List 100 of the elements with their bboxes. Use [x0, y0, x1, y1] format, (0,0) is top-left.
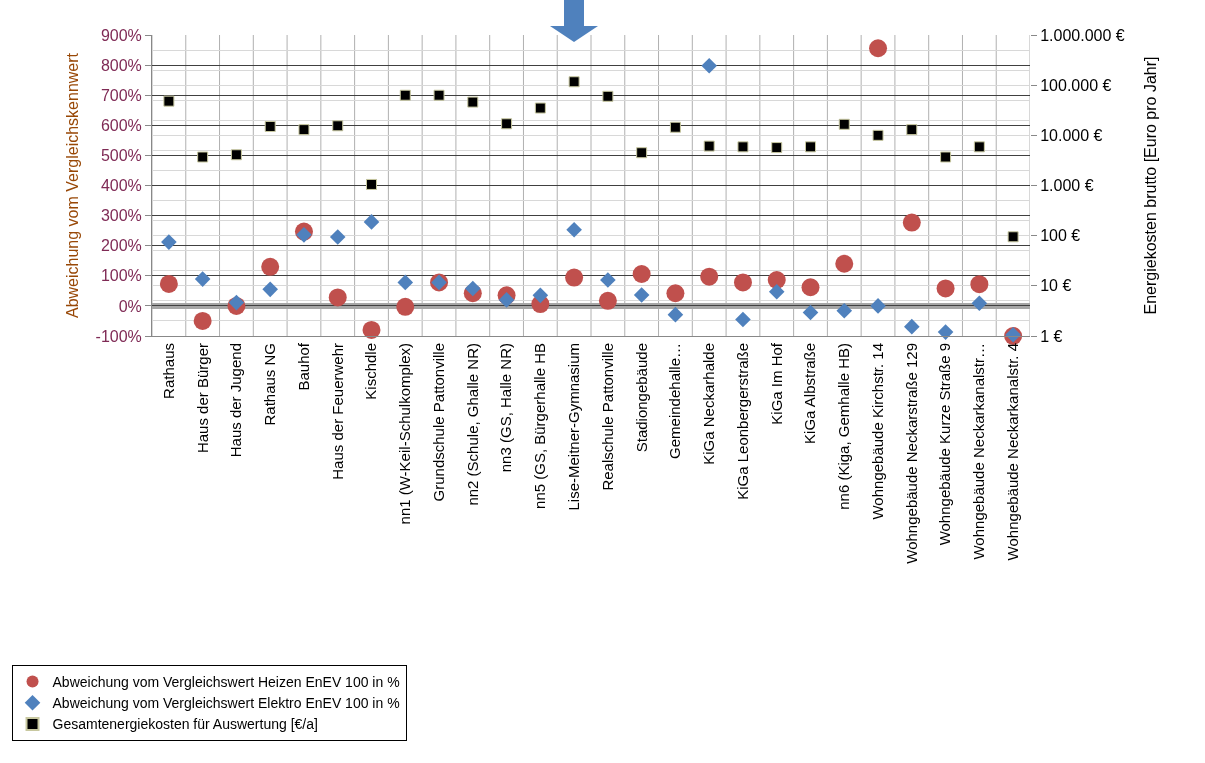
y2-tick-label: 1.000.000 €	[1040, 26, 1125, 44]
x-tick-label: Lise-Meitner-Gymnasium	[564, 343, 582, 511]
point	[902, 213, 921, 232]
point	[194, 271, 211, 287]
point	[801, 278, 820, 297]
point	[602, 90, 614, 102]
point	[465, 280, 481, 297]
x-tick-label: nn5 (GS, Bürgerhalle HB	[531, 343, 549, 509]
point	[703, 140, 715, 152]
legend-label: Abweichung vom Vergleichswert Elektro EnEV 100 in %	[52, 695, 400, 712]
point	[701, 57, 717, 74]
x-tick-label: KiGa Leonbergerstraße	[733, 343, 751, 500]
point	[262, 281, 278, 298]
y2-tick-label: 10 €	[1040, 277, 1072, 295]
y2-axis-title: Energiekosten brutto [Euro pro Jahr]	[1141, 56, 1159, 315]
point	[632, 264, 651, 283]
y-tick-label: 200%	[100, 237, 142, 255]
x-tick-label: Haus der Bürger	[193, 343, 211, 454]
y-tick-label: 500%	[100, 147, 142, 164]
point	[433, 89, 445, 101]
point	[163, 95, 175, 107]
x-tick-label: Wohngebäude Neckarkanalstr…	[970, 343, 988, 560]
point	[366, 178, 377, 190]
point	[669, 121, 681, 133]
x-tick-label: Wohngebäude Neckarstraße 129	[902, 343, 920, 564]
point	[733, 273, 752, 292]
x-tick-label: KiGa Im Hof	[767, 342, 785, 425]
point	[936, 279, 955, 298]
y-tick-label: 400%	[100, 177, 142, 195]
point	[329, 229, 346, 245]
y-tick-label: 100%	[100, 267, 142, 285]
point	[328, 288, 347, 307]
point	[768, 283, 785, 300]
point	[735, 311, 751, 328]
point	[598, 291, 617, 310]
point	[836, 302, 853, 319]
y2-tick-label: 100.000 €	[1040, 76, 1112, 94]
point	[600, 272, 616, 288]
point	[970, 275, 989, 294]
y-tick-label: 900%	[100, 26, 142, 44]
y-tick-label: 300%	[100, 207, 142, 225]
point	[332, 120, 344, 132]
point	[362, 320, 381, 339]
legend-label: Abweichung vom Vergleichswert Heizen EnEV 100 in %	[52, 674, 400, 691]
point	[838, 118, 850, 130]
y2-tick-label: 1 €	[1040, 327, 1063, 345]
point	[872, 129, 884, 141]
x-tick-label: Gemeindehalle…	[666, 343, 684, 459]
x-tick-label: nn2 (Schule, Ghalle NR)	[463, 343, 481, 506]
x-tick-label: Wohngebäude Neckarkanalstr. 4	[1003, 343, 1021, 561]
point	[296, 227, 312, 243]
point	[161, 234, 177, 250]
point	[230, 149, 242, 161]
x-tick-label: KiGa Albstraße	[801, 343, 819, 444]
x-tick-label: Kischdle	[362, 343, 380, 400]
point	[802, 304, 819, 321]
y2-tick-label: 100 €	[1040, 227, 1081, 245]
point	[261, 257, 280, 276]
point	[498, 292, 515, 308]
y2-tick-label: 10.000 €	[1040, 126, 1103, 144]
y-tick-label: 700%	[100, 86, 142, 104]
x-tick-label: Wohngebäude Kirchstr. 14	[868, 343, 886, 520]
y-axis-title: Abweichung vom Vergleichskennwert	[64, 52, 82, 319]
point	[1007, 231, 1019, 243]
point	[197, 151, 209, 163]
y-tick-label: 600%	[100, 116, 142, 134]
x-tick-label: nn1 (W-Keil-Schulkomplex)	[396, 343, 414, 525]
point	[193, 311, 212, 330]
x-tick-label: Grundschule Pattonville	[429, 343, 447, 502]
point	[228, 294, 245, 311]
point	[399, 89, 411, 101]
point	[633, 287, 650, 303]
point	[467, 96, 479, 108]
point	[973, 141, 985, 153]
x-tick-label: Rathaus	[159, 343, 177, 399]
point	[568, 76, 580, 88]
x-tick-label: Realschule Pattonville	[598, 343, 616, 491]
point	[904, 318, 920, 335]
point	[501, 118, 513, 130]
y-tick-label: 800%	[100, 56, 142, 74]
x-tick-label: Rathaus NG	[261, 343, 279, 426]
x-tick-label: Haus der Feuerwehr	[328, 343, 346, 480]
point	[397, 274, 414, 291]
point	[532, 287, 549, 304]
point	[159, 274, 178, 293]
x-tick-label: Wohngebäude Kurze Straße 9	[936, 343, 954, 546]
point	[566, 221, 582, 238]
point	[906, 124, 918, 136]
x-tick-label: Haus der Jugend	[227, 343, 245, 458]
point	[805, 141, 816, 153]
point	[636, 147, 648, 159]
point	[700, 267, 719, 286]
point	[363, 214, 380, 230]
point	[298, 124, 310, 136]
point	[771, 142, 783, 154]
x-tick-label: Stadiongebäude	[632, 343, 650, 453]
x-tick-label: nn3 (GS, Halle NR)	[497, 343, 515, 473]
point	[869, 39, 888, 58]
point	[667, 306, 684, 323]
x-tick-label: Bauhof	[294, 342, 312, 391]
